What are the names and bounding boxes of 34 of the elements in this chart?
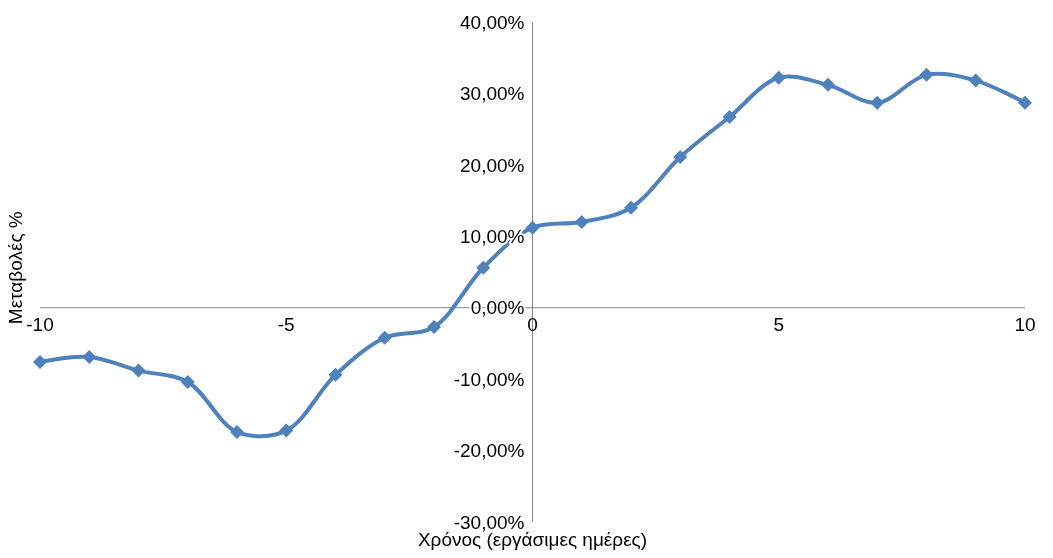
y-tick-label: 0,00% — [470, 297, 525, 319]
point — [328, 367, 343, 382]
x-tick-label: -10 — [26, 313, 54, 335]
y-tick-label: 40,00% — [460, 11, 525, 33]
point — [919, 67, 934, 82]
y-tick-label: 30,00% — [460, 83, 525, 105]
point — [525, 220, 540, 235]
y-tick-label: -20,00% — [453, 440, 525, 462]
point — [180, 375, 195, 389]
point — [1018, 95, 1032, 110]
point — [131, 363, 146, 378]
x-tick-label: 5 — [773, 313, 785, 335]
x-tick-label: 10 — [1014, 313, 1036, 335]
point — [476, 260, 491, 275]
y-tick-label: -30,00% — [453, 511, 525, 533]
point — [33, 355, 47, 369]
y-tick-label: -10,00% — [453, 368, 525, 390]
x-tick-label: 0 — [527, 313, 538, 335]
x-tick-label: -5 — [277, 313, 295, 335]
point — [279, 423, 294, 438]
point — [673, 150, 688, 164]
point — [624, 200, 638, 215]
point — [821, 77, 835, 92]
y-axis-title: Μεταβολές % — [5, 211, 26, 325]
y-tick-label: 20,00% — [460, 154, 525, 176]
point — [230, 425, 244, 439]
point — [574, 215, 589, 229]
point — [968, 73, 983, 88]
point — [82, 350, 97, 364]
point — [722, 110, 737, 124]
point — [377, 330, 392, 345]
point — [427, 320, 441, 334]
point — [870, 95, 885, 110]
point — [771, 70, 786, 85]
